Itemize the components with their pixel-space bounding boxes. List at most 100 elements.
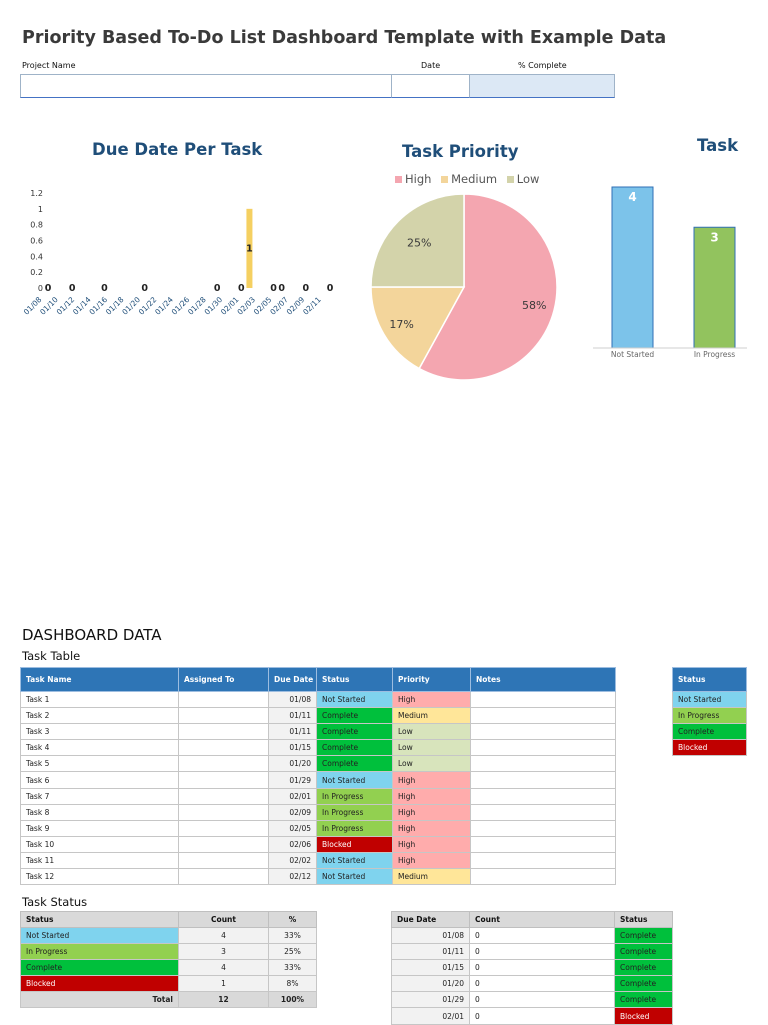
task-name-cell[interactable]: Task 5 [20,755,179,773]
table-row[interactable]: Task 5 01/20 Complete Low [20,755,616,773]
due-date-cell[interactable]: 01/11 [268,723,317,741]
notes-cell[interactable] [470,819,616,837]
priority-cell[interactable]: Low [392,723,471,741]
task-name-cell[interactable]: Task 4 [20,739,179,757]
status-cell[interactable]: Not Started [316,771,393,789]
due-date-cell[interactable]: 01/11 [268,707,317,725]
task-name-cell[interactable]: Task 9 [20,819,179,837]
notes-cell[interactable] [470,771,616,789]
priority-cell[interactable]: High [392,835,471,853]
priority-cell[interactable]: High [392,851,471,870]
notes-cell[interactable] [470,707,616,725]
assigned-to-cell[interactable] [178,803,269,821]
table-row[interactable]: Task 9 02/05 In Progress High [20,819,616,837]
assigned-to-cell[interactable] [178,835,269,853]
priority-cell[interactable]: High [392,803,471,821]
task-name-cell[interactable]: Task 8 [20,803,179,821]
status-cell[interactable]: Complete [316,723,393,741]
priority-cell[interactable]: High [392,787,471,805]
status-cell[interactable]: In Progress [316,819,393,837]
status-cell[interactable]: Complete [316,755,393,773]
assigned-to-cell[interactable] [178,851,269,870]
task-name-cell[interactable]: Task 10 [20,835,179,853]
task-name-cell[interactable]: Task 7 [20,787,179,805]
table-row[interactable]: Task 1 01/08 Not Started High [20,690,616,709]
due-date-cell[interactable]: 01/20 [268,755,317,773]
dd-count-cell: 0 [469,991,615,1009]
percent-complete-field[interactable] [469,74,615,98]
status-cell[interactable]: Not Started [316,868,393,886]
notes-cell[interactable] [470,835,616,853]
col-due-date[interactable]: Due Date [268,667,317,692]
status-cell[interactable]: Not Started [316,851,393,870]
due-date-cell[interactable]: 02/12 [268,868,317,886]
assigned-to-cell[interactable] [178,787,269,805]
priority-cell[interactable]: Medium [392,707,471,725]
due-date-count-table: Due Date Count Status 01/08 0 Complete 01/1… [391,911,673,1025]
notes-cell[interactable] [470,868,616,886]
priority-cell[interactable]: High [392,771,471,789]
table-row[interactable]: Task 2 01/11 Complete Medium [20,707,616,725]
due-date-cell[interactable]: 02/05 [268,819,317,837]
task-name-cell[interactable]: Task 1 [20,690,179,709]
assigned-to-cell[interactable] [178,707,269,725]
task-name-cell[interactable]: Task 3 [20,723,179,741]
task-name-cell[interactable]: Task 12 [20,868,179,886]
priority-cell[interactable]: Low [392,739,471,757]
table-row[interactable]: Task 3 01/11 Complete Low [20,723,616,741]
table-row[interactable]: Task 12 02/12 Not Started Medium [20,868,616,886]
notes-cell[interactable] [470,851,616,870]
assigned-to-cell[interactable] [178,771,269,789]
due-date-cell[interactable]: 01/15 [268,739,317,757]
priority-cell[interactable]: High [392,690,471,709]
due-date-cell[interactable]: 01/29 [268,771,317,789]
table-row[interactable]: Task 7 02/01 In Progress High [20,787,616,805]
task-name-cell[interactable]: Task 2 [20,707,179,725]
status-cell[interactable]: Complete [316,707,393,725]
col-notes[interactable]: Notes [470,667,616,692]
assigned-to-cell[interactable] [178,723,269,741]
col-status[interactable]: Status [316,667,393,692]
assigned-to-cell[interactable] [178,819,269,837]
table-row[interactable]: Task 10 02/06 Blocked High [20,835,616,853]
total-pct: 100% [268,991,317,1009]
priority-cell[interactable]: High [392,819,471,837]
due-date-cell[interactable]: 02/09 [268,803,317,821]
table-row[interactable]: Task 4 01/15 Complete Low [20,739,616,757]
table-row[interactable]: Task 8 02/09 In Progress High [20,803,616,821]
due-date-cell[interactable]: 02/02 [268,851,317,870]
task-name-cell[interactable]: Task 11 [20,851,179,870]
due-date-cell[interactable]: 02/01 [268,787,317,805]
status-cell[interactable]: Not Started [316,690,393,709]
status-cell[interactable]: Blocked [316,835,393,853]
status-cell[interactable]: In Progress [316,803,393,821]
date-field[interactable] [391,74,470,98]
priority-cell[interactable]: Low [392,755,471,773]
notes-cell[interactable] [470,723,616,741]
table-row[interactable]: Task 6 01/29 Not Started High [20,771,616,789]
assigned-to-cell[interactable] [178,755,269,773]
notes-cell[interactable] [470,803,616,821]
task-name-cell[interactable]: Task 6 [20,771,179,789]
due-date-cell[interactable]: 02/06 [268,835,317,853]
notes-cell[interactable] [470,755,616,773]
col-task-name[interactable]: Task Name [20,667,179,692]
priority-cell[interactable]: Medium [392,868,471,886]
notes-cell[interactable] [470,739,616,757]
status-cell[interactable]: Complete [316,739,393,757]
status-cell[interactable]: In Progress [316,787,393,805]
list-item: Complete [672,723,747,741]
notes-cell[interactable] [470,787,616,805]
dd-count-cell: 0 [469,943,615,961]
assigned-to-cell[interactable] [178,868,269,886]
status-bar-not-started [611,186,654,349]
col-priority[interactable]: Priority [392,667,471,692]
project-name-field[interactable] [20,74,392,98]
due-date-cell[interactable]: 01/08 [268,690,317,709]
assigned-to-cell[interactable] [178,739,269,757]
col-assigned-to[interactable]: Assigned To [178,667,269,692]
dd-date-cell: 01/11 [391,943,470,961]
assigned-to-cell[interactable] [178,690,269,709]
table-row[interactable]: Task 11 02/02 Not Started High [20,851,616,870]
notes-cell[interactable] [470,690,616,709]
